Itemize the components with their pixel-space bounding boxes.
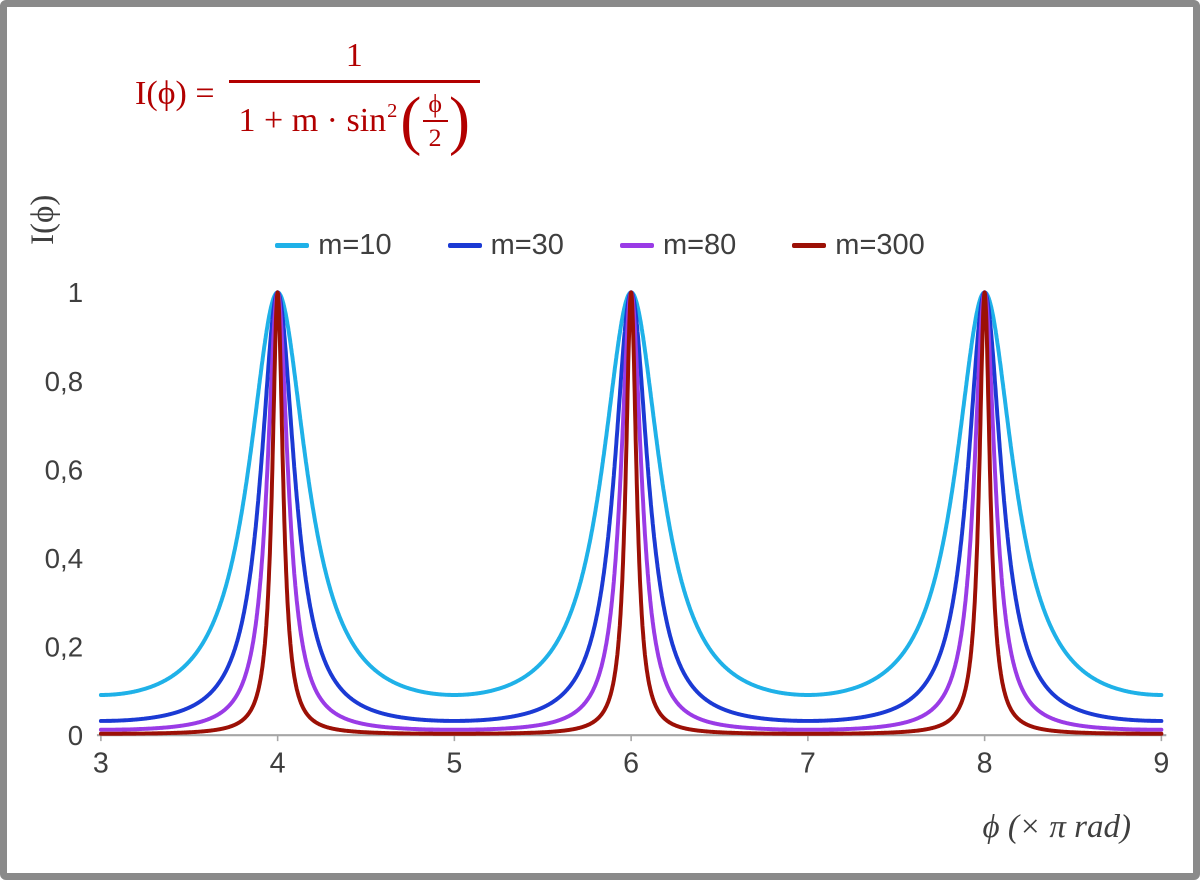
formula-exponent: 2 (387, 100, 398, 123)
y-tick-label: 1 (68, 277, 83, 308)
legend-item-label: m=300 (835, 229, 925, 261)
legend-item: m=30 (447, 229, 564, 262)
x-axis-title: ϕ (× π rad) (982, 809, 1131, 845)
legend-swatch (619, 243, 654, 248)
legend-item-label: m=10 (318, 229, 392, 261)
x-tick-label: 6 (623, 748, 639, 780)
plot-area: 3 4 5 6 7 8 9 0 0,2 0,4 0,6 0,8 1 (45, 277, 1170, 780)
x-tick-label: 9 (1153, 748, 1169, 780)
x-tick-label: 7 (800, 748, 816, 780)
series-curve-m-30 (98, 290, 1164, 723)
legend-item-label: m=30 (490, 229, 564, 261)
formula-numerator: 1 (345, 37, 363, 74)
formula-lhs: I(ϕ) = (135, 75, 215, 113)
legend: m=10 m=30 m=80 m=300 (7, 229, 1193, 262)
y-tick-label: 0 (68, 720, 83, 751)
y-tick-label: 0,4 (45, 543, 83, 574)
formula-inner-denominator: 2 (422, 120, 448, 151)
formula-annotation: I(ϕ) = 1 1 + m · sin 2 ( ϕ 2 ) (135, 37, 480, 157)
legend-swatch (275, 243, 310, 248)
formula-inner-fraction: ϕ 2 (422, 90, 448, 151)
legend-item: m=10 (275, 229, 392, 262)
formula-open-paren: ( (400, 83, 422, 157)
legend-item: m=300 (792, 229, 925, 262)
legend-item: m=80 (619, 229, 737, 262)
x-tick-label: 3 (93, 748, 109, 780)
formula-inner-numerator: ϕ (428, 89, 442, 118)
x-tick-label: 8 (977, 748, 993, 780)
x-tick-label: 4 (270, 748, 286, 780)
legend-item-label: m=80 (662, 229, 737, 261)
formula-close-paren: ) (448, 83, 470, 157)
formula-den-prefix: 1 + m · sin (238, 101, 387, 139)
series-curve-m-300 (98, 290, 1164, 736)
series-curve-m-80 (98, 290, 1164, 732)
y-tick-label: 0,8 (45, 366, 83, 397)
legend-swatch (792, 243, 827, 248)
y-tick-label: 0,2 (45, 632, 83, 663)
y-tick-label: 0,6 (45, 454, 83, 485)
legend-swatch (447, 243, 482, 248)
formula-denominator: 1 + m · sin 2 ( ϕ 2 ) (228, 80, 480, 157)
formula-fraction: 1 1 + m · sin 2 ( ϕ 2 ) (228, 37, 480, 157)
x-tick-label: 5 (446, 748, 462, 780)
